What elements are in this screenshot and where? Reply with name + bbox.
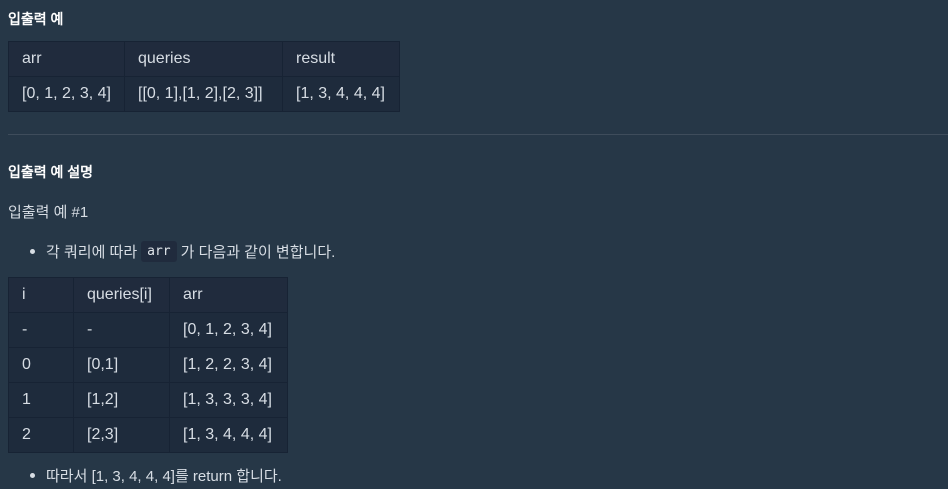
table-cell: [0, 1, 2, 3, 4] (169, 312, 288, 348)
inline-code: arr (141, 241, 177, 262)
table-cell: [1, 3, 4, 4, 4] (282, 76, 400, 112)
table-cell: [0,1] (73, 347, 170, 383)
explanation-heading: 입출력 예 설명 (8, 164, 94, 180)
table-header-row: i queries[i] arr (8, 277, 288, 313)
table-header-cell: queries[i] (73, 277, 170, 313)
table-header-cell: result (282, 41, 400, 77)
table-cell: - (73, 312, 170, 348)
table-cell: [0, 1, 2, 3, 4] (8, 76, 125, 112)
table-cell: [1,2] (73, 382, 170, 418)
section-divider (8, 134, 948, 135)
bullet-item: 각 쿼리에 따라 arr 가 다음과 같이 변합니다. (30, 241, 335, 262)
table-cell: 2 (8, 417, 74, 453)
bullet-text: 따라서 [1, 3, 4, 4, 4]를 return 합니다. (46, 468, 282, 485)
table-header-cell: queries (124, 41, 283, 77)
bullet-text-suffix: 가 다음과 같이 변합니다. (180, 244, 336, 261)
table-cell: [1, 3, 3, 3, 4] (169, 382, 288, 418)
table-cell: [1, 2, 2, 3, 4] (169, 347, 288, 383)
table-row: 1 [1,2] [1, 3, 3, 3, 4] (8, 382, 288, 418)
table-row: - - [0, 1, 2, 3, 4] (8, 312, 288, 348)
table-cell: 0 (8, 347, 74, 383)
table-cell: [2,3] (73, 417, 170, 453)
bullet-text-prefix: 각 쿼리에 따라 (46, 244, 138, 261)
example-subtitle: 입출력 예 #1 (8, 204, 89, 221)
table-row: [0, 1, 2, 3, 4] [[0, 1],[1, 2],[2, 3]] [… (8, 76, 400, 112)
example-heading: 입출력 예 (8, 11, 64, 27)
bullet-dot-icon (30, 473, 35, 478)
table-row: 0 [0,1] [1, 2, 2, 3, 4] (8, 347, 288, 383)
example-table: arr queries result [0, 1, 2, 3, 4] [[0, … (8, 41, 400, 112)
table-header-cell: i (8, 277, 74, 313)
table-cell: [1, 3, 4, 4, 4] (169, 417, 288, 453)
table-row: 2 [2,3] [1, 3, 4, 4, 4] (8, 417, 288, 453)
process-table: i queries[i] arr - - [0, 1, 2, 3, 4] 0 [… (8, 277, 288, 453)
bullet-dot-icon (30, 249, 35, 254)
table-header-row: arr queries result (8, 41, 400, 77)
bullet-item: 따라서 [1, 3, 4, 4, 4]를 return 합니다. (30, 465, 282, 486)
table-cell: [[0, 1],[1, 2],[2, 3]] (124, 76, 283, 112)
table-cell: 1 (8, 382, 74, 418)
table-cell: - (8, 312, 74, 348)
table-header-cell: arr (8, 41, 125, 77)
table-header-cell: arr (169, 277, 288, 313)
